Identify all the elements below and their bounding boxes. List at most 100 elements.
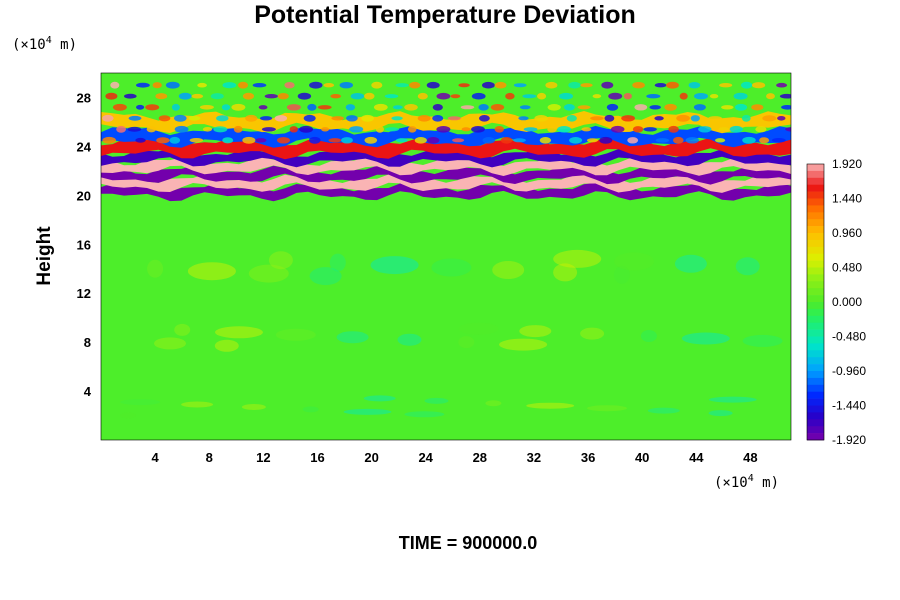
- x-tick-labels: 4 8 12 16 20 24 28 32 36 40 44 48: [151, 450, 757, 465]
- heatmap-blob: [231, 103, 246, 111]
- heatmap-blob: [286, 104, 301, 111]
- heatmap-blob: [721, 105, 734, 110]
- heatmap-blob: [426, 81, 440, 89]
- heatmap-blob: [215, 326, 263, 339]
- heatmap-blob: [526, 402, 575, 409]
- heatmap-blob: [492, 261, 525, 279]
- heatmap-blob: [329, 253, 346, 272]
- colorbar-swatch: [807, 433, 824, 441]
- colorbar-labels: 1.920 1.440 0.960 0.480 0.000 -0.480 -0.960 -1.…: [832, 157, 866, 447]
- colorbar-swatch: [807, 398, 824, 406]
- heatmap-blob: [503, 115, 518, 122]
- heatmap-blob: [277, 93, 289, 100]
- x-unit-label: (×104 m): [714, 473, 779, 491]
- heatmap-blob: [188, 116, 201, 121]
- heatmap-blob: [339, 82, 353, 89]
- heatmap-blob: [222, 82, 237, 89]
- heatmap-blob: [261, 127, 276, 132]
- heatmap-blob: [277, 137, 290, 144]
- colorbar-swatch: [807, 302, 824, 310]
- x-tick-label: 36: [581, 450, 595, 465]
- heatmap-blob: [719, 83, 733, 88]
- y-tick-label: 20: [77, 188, 91, 203]
- heatmap-blob: [120, 412, 137, 419]
- heatmap-blob: [395, 138, 408, 143]
- heatmap-blob: [187, 262, 236, 281]
- heatmap-blob: [297, 92, 312, 100]
- svg-text:(×104 m): (×104 m): [12, 35, 77, 53]
- colorbar-swatch: [807, 426, 824, 434]
- colorbar-swatch: [807, 308, 824, 317]
- heatmap-blob: [742, 136, 756, 144]
- heatmap-blob: [210, 93, 224, 100]
- heatmap-blob: [452, 138, 465, 143]
- heatmap-blob: [146, 126, 156, 133]
- heatmap-blob: [534, 115, 548, 122]
- heatmap-blob: [373, 103, 388, 111]
- heatmap-blob: [781, 105, 791, 110]
- heatmap-blob: [238, 81, 248, 89]
- colorbar-swatch: [807, 184, 824, 192]
- colorbar-swatch: [807, 205, 824, 213]
- colorbar-swatch: [807, 371, 824, 379]
- heatmap-blob: [577, 105, 591, 110]
- heatmap-blob: [392, 105, 403, 110]
- heatmap-blob: [559, 92, 573, 100]
- heatmap-blob: [461, 127, 471, 132]
- heatmap-blob: [363, 395, 396, 402]
- heatmap-blob: [458, 336, 475, 349]
- heatmap-blob: [127, 126, 142, 132]
- heatmap-blob: [694, 93, 708, 100]
- heatmap-band: [101, 156, 791, 176]
- heatmap-blob: [165, 81, 180, 89]
- x-tick-label: 32: [527, 450, 541, 465]
- heatmap-blob: [136, 82, 150, 88]
- heatmap-blob: [135, 137, 146, 143]
- heatmap-blob: [350, 93, 365, 100]
- heatmap-blob: [478, 104, 489, 111]
- heatmap-blob: [343, 408, 392, 415]
- heatmap-blob: [604, 114, 615, 122]
- heatmap-blob: [485, 400, 502, 407]
- heatmap-blob: [214, 339, 239, 352]
- heatmap-blob: [361, 114, 374, 122]
- heatmap-blob: [375, 125, 384, 133]
- heatmap-blob: [752, 82, 766, 89]
- heatmap-blob: [646, 94, 661, 99]
- heatmap-blob: [341, 137, 353, 144]
- x-tick-label: 24: [418, 450, 433, 465]
- heatmap-blob: [741, 114, 751, 122]
- heatmap-blob: [345, 104, 356, 111]
- heatmap-blob: [654, 116, 664, 121]
- heatmap-blob: [766, 93, 775, 100]
- heatmap-band: [101, 165, 791, 185]
- heatmap-blob: [409, 81, 421, 89]
- heatmap-blob: [733, 92, 748, 100]
- heatmap-blob: [482, 137, 496, 144]
- heatmap-blob: [158, 115, 171, 122]
- heatmap-blob: [349, 126, 364, 133]
- colorbar-label: -0.960: [832, 364, 866, 378]
- heatmap-blob: [688, 82, 701, 89]
- heatmap-blob: [693, 104, 706, 111]
- colorbar-swatch: [807, 274, 824, 282]
- heatmap-blob: [647, 407, 680, 414]
- colorbar-swatch: [807, 198, 824, 206]
- heatmap-blob: [610, 125, 625, 133]
- heatmap-blob: [779, 93, 791, 99]
- colorbar-label: -1.920: [832, 433, 866, 447]
- heatmap-blob: [681, 332, 730, 345]
- heatmap-blob: [147, 259, 164, 278]
- heatmap-blob: [307, 103, 317, 111]
- heatmap-blob: [156, 137, 170, 144]
- heatmap-blob: [171, 103, 180, 111]
- colorbar-swatch: [807, 343, 824, 351]
- heatmap-blob: [623, 93, 632, 100]
- heatmap-blob: [199, 105, 214, 110]
- heatmap-blob: [450, 94, 461, 99]
- y-tick-label: 8: [84, 335, 91, 350]
- heatmap-blob: [264, 94, 278, 99]
- heatmap-blob: [417, 92, 428, 100]
- heatmap-blob: [370, 256, 419, 275]
- heatmap-blob: [755, 126, 767, 133]
